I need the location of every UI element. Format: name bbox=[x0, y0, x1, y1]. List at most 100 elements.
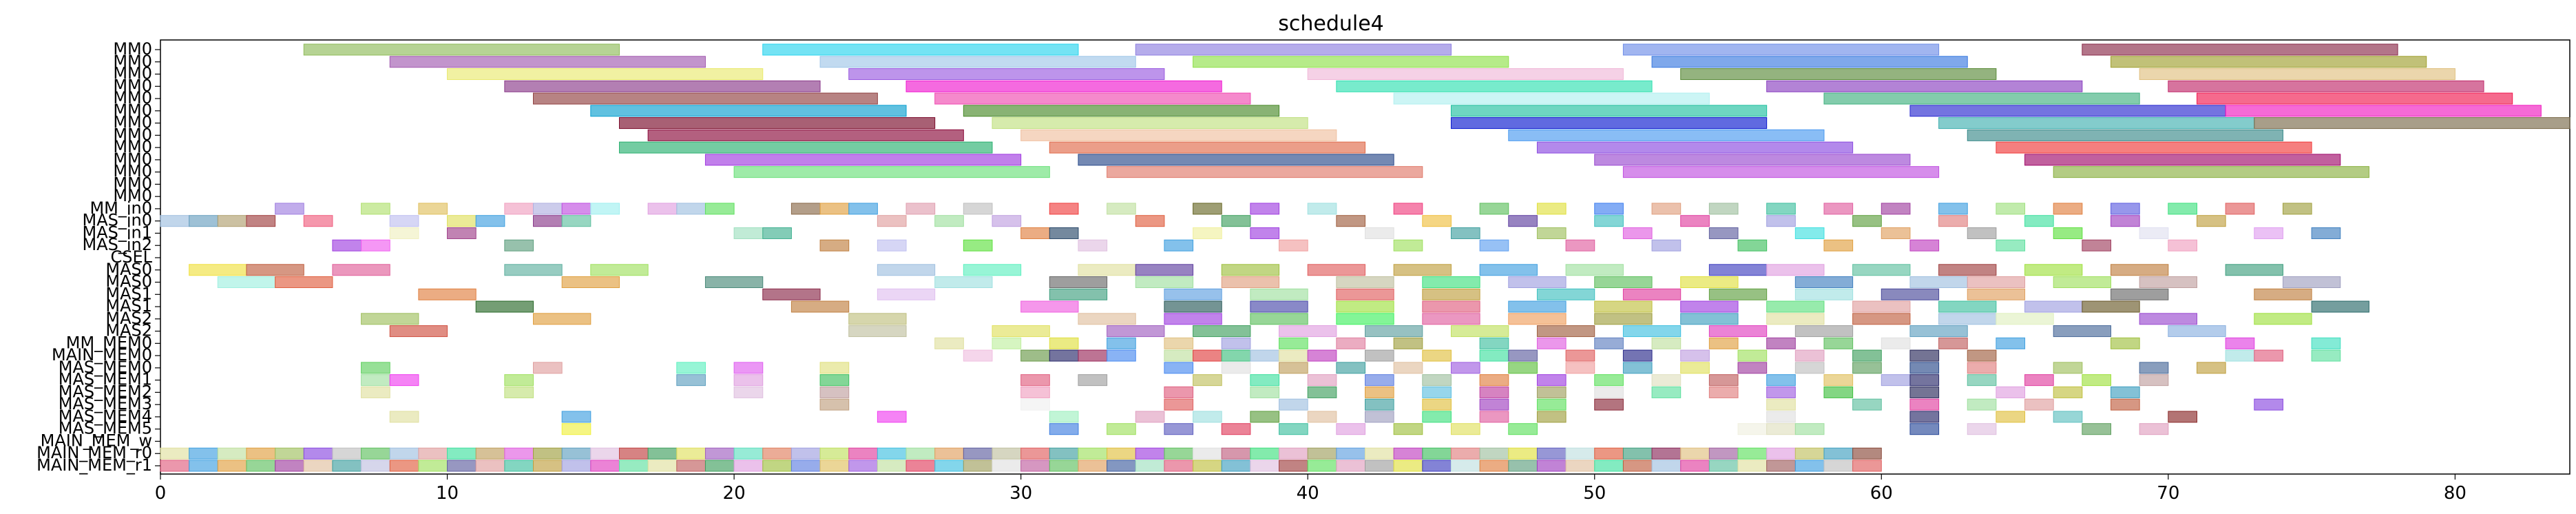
task-bar bbox=[1938, 300, 1997, 313]
y-tick-label: MAS0 bbox=[105, 260, 152, 279]
task-bar bbox=[877, 411, 907, 423]
task-bar bbox=[389, 325, 448, 338]
task-bar bbox=[1823, 92, 2140, 105]
task-bar bbox=[1594, 313, 1653, 325]
task-bar bbox=[1508, 362, 1538, 374]
task-bar bbox=[618, 447, 649, 460]
task-bar bbox=[2282, 276, 2341, 289]
task-bar bbox=[992, 325, 1050, 338]
task-bar bbox=[1536, 288, 1595, 300]
task-bar bbox=[2254, 117, 2570, 130]
task-bar bbox=[389, 447, 419, 460]
task-bar bbox=[1536, 227, 1567, 239]
task-bar bbox=[1823, 203, 1854, 215]
task-bar bbox=[1336, 300, 1394, 313]
task-bar bbox=[1365, 398, 1394, 411]
task-bar bbox=[2225, 264, 2283, 276]
task-bar bbox=[1307, 460, 1337, 472]
task-bar bbox=[1881, 227, 1911, 239]
task-bar bbox=[1680, 215, 1710, 227]
task-bar bbox=[1078, 447, 1108, 460]
task-bar bbox=[1536, 374, 1567, 387]
task-bar bbox=[790, 447, 821, 460]
task-bar bbox=[447, 227, 477, 239]
task-bar bbox=[2111, 215, 2140, 227]
task-bar bbox=[877, 447, 907, 460]
task-bar bbox=[1336, 313, 1394, 325]
task-bar bbox=[1594, 300, 1653, 313]
task-bar bbox=[2024, 300, 2083, 313]
task-bar bbox=[905, 80, 1222, 92]
task-bar bbox=[1823, 460, 1854, 472]
task-bar bbox=[303, 447, 333, 460]
task-bar bbox=[361, 447, 390, 460]
task-bar bbox=[1307, 68, 1624, 81]
task-bar bbox=[1250, 288, 1308, 300]
task-bar bbox=[1020, 460, 1050, 472]
task-bar bbox=[1450, 460, 1480, 472]
y-tick-label: MM_MEM0 bbox=[66, 333, 152, 352]
task-bar bbox=[905, 460, 936, 472]
task-bar bbox=[389, 374, 419, 387]
task-bar bbox=[992, 460, 1022, 472]
task-bar bbox=[1393, 203, 1423, 215]
task-bar bbox=[246, 215, 276, 227]
task-bar bbox=[504, 264, 563, 276]
task-bar bbox=[2139, 68, 2455, 81]
task-bar bbox=[2168, 411, 2197, 423]
task-bar bbox=[1594, 215, 1624, 227]
task-bar bbox=[1393, 362, 1423, 374]
task-bar bbox=[1508, 349, 1538, 362]
task-bar bbox=[389, 460, 419, 472]
task-bar bbox=[1938, 215, 1968, 227]
task-bar bbox=[2082, 239, 2112, 251]
task-bar bbox=[2139, 227, 2169, 239]
task-bar bbox=[590, 264, 649, 276]
task-bar bbox=[1164, 288, 1222, 300]
task-bar bbox=[533, 447, 563, 460]
task-bar bbox=[819, 460, 850, 472]
task-bar bbox=[1250, 349, 1280, 362]
task-bar bbox=[905, 203, 936, 215]
task-bar bbox=[1909, 239, 1940, 251]
task-bar bbox=[992, 447, 1022, 460]
task-bar bbox=[1794, 288, 1854, 300]
task-bar bbox=[1766, 411, 1796, 423]
task-bar bbox=[332, 264, 390, 276]
task-bar bbox=[1536, 386, 1567, 398]
task-bar bbox=[2311, 349, 2341, 362]
task-bar bbox=[1508, 460, 1538, 472]
task-bar bbox=[447, 460, 477, 472]
task-bar bbox=[1479, 203, 1509, 215]
task-bar bbox=[1536, 411, 1567, 423]
task-bar bbox=[1250, 313, 1308, 325]
task-bar bbox=[2111, 288, 2169, 300]
task-bar bbox=[361, 239, 390, 251]
task-bar bbox=[1852, 264, 1911, 276]
task-bar bbox=[418, 447, 448, 460]
task-bar bbox=[704, 203, 735, 215]
task-bar bbox=[1479, 349, 1509, 362]
y-tick-label: MAS1 bbox=[105, 296, 152, 316]
task-bar bbox=[1450, 117, 1768, 130]
task-bar bbox=[2254, 227, 2283, 239]
task-bar bbox=[2225, 203, 2255, 215]
task-bar bbox=[2111, 264, 2169, 276]
task-bar bbox=[733, 447, 764, 460]
task-bar bbox=[1250, 203, 1280, 215]
task-bar bbox=[1622, 362, 1653, 374]
task-bar bbox=[963, 349, 993, 362]
task-bar bbox=[1852, 447, 1882, 460]
task-bar bbox=[1393, 423, 1423, 435]
task-bar bbox=[1221, 276, 1280, 289]
chart-title: schedule4 bbox=[1278, 12, 1384, 36]
task-bar bbox=[1708, 288, 1768, 300]
task-bar bbox=[504, 447, 534, 460]
task-bar bbox=[1967, 423, 1997, 435]
y-tick-label: MM0 bbox=[113, 39, 152, 59]
task-bar bbox=[447, 215, 477, 227]
task-bar bbox=[1365, 460, 1394, 472]
task-bar bbox=[1737, 447, 1768, 460]
task-bar bbox=[1164, 300, 1222, 313]
task-bar bbox=[934, 337, 964, 349]
